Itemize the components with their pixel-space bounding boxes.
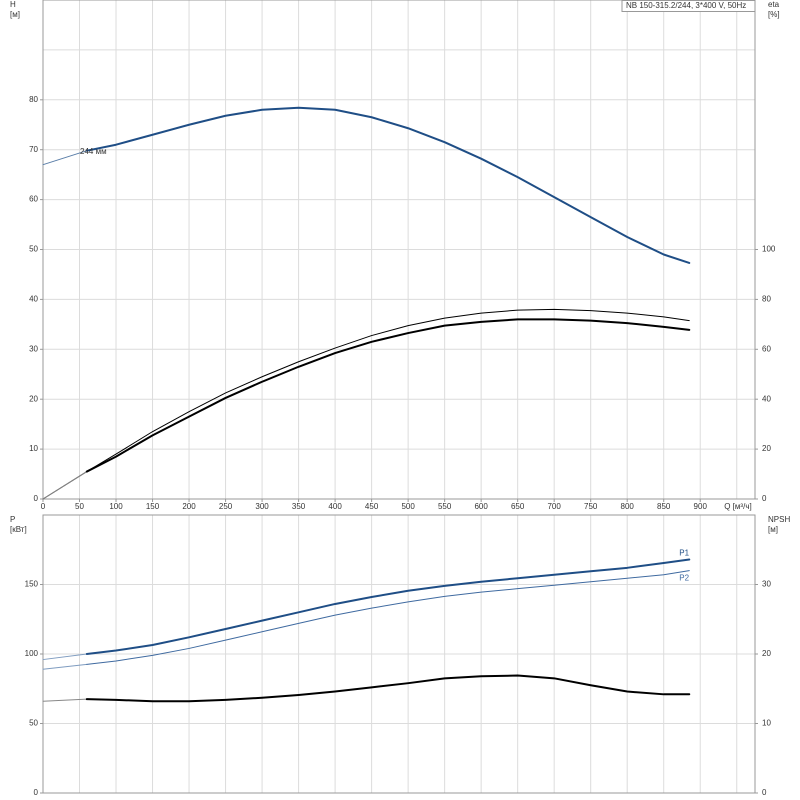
y2-axis-label: [%] [768, 10, 780, 19]
y2-tick-label: 100 [762, 245, 776, 254]
y2-axis-label: [м] [768, 525, 778, 534]
series-line [42, 653, 88, 661]
y2-axis-label: eta [768, 0, 780, 9]
x-tick-label: 600 [474, 502, 488, 511]
series-line [42, 308, 690, 500]
x-tick-label: 700 [547, 502, 561, 511]
series-line [85, 674, 691, 703]
y2-tick-label: 0 [762, 494, 767, 503]
y-tick-label: 80 [29, 95, 38, 104]
x-tick-label: 300 [255, 502, 269, 511]
y2-tick-label: 20 [762, 444, 771, 453]
series-line [85, 558, 691, 655]
x-tick-label: 150 [146, 502, 160, 511]
y2-tick-label: 60 [762, 344, 771, 353]
series-label: P2 [679, 574, 689, 583]
annotation: 244 мм [80, 147, 107, 156]
x-axis-label: Q [м³/ч] [724, 502, 751, 511]
y-axis-label: H [10, 0, 16, 9]
y2-tick-label: 20 [762, 649, 771, 658]
x-tick-label: 0 [41, 502, 46, 511]
x-tick-label: 350 [292, 502, 306, 511]
series-line [85, 318, 691, 473]
title-box [621, 0, 756, 12]
series-line [42, 150, 88, 166]
x-tick-label: 50 [75, 502, 84, 511]
series-line [86, 570, 690, 665]
y-tick-label: 70 [29, 145, 38, 154]
x-tick-label: 450 [365, 502, 379, 511]
x-tick-label: 750 [584, 502, 598, 511]
y2-tick-label: 30 [762, 580, 771, 589]
series-label: P1 [679, 549, 689, 558]
series-line [42, 698, 88, 702]
x-tick-label: 500 [401, 502, 415, 511]
y-tick-label: 30 [29, 344, 38, 353]
x-tick-label: 900 [694, 502, 708, 511]
y-tick-label: 0 [34, 788, 39, 797]
y-tick-label: 100 [25, 649, 39, 658]
y2-tick-label: 10 [762, 719, 771, 728]
y-axis-label: [м] [10, 10, 20, 19]
x-tick-label: 550 [438, 502, 452, 511]
y-tick-label: 50 [29, 245, 38, 254]
x-tick-label: 200 [182, 502, 196, 511]
series-line [42, 471, 88, 500]
y-tick-label: 60 [29, 195, 38, 204]
y-tick-label: 40 [29, 295, 38, 304]
x-tick-label: 650 [511, 502, 525, 511]
x-tick-label: 400 [328, 502, 342, 511]
y-tick-label: 10 [29, 444, 38, 453]
y-tick-label: 150 [25, 580, 39, 589]
chart-title: NB 150-315.2/244, 3*400 V, 50Hz [626, 1, 746, 10]
y-tick-label: 0 [34, 494, 39, 503]
x-tick-label: 100 [109, 502, 123, 511]
y2-tick-label: 0 [762, 788, 767, 797]
y-axis-label: P [10, 515, 15, 524]
y2-tick-label: 80 [762, 295, 771, 304]
y2-tick-label: 40 [762, 394, 771, 403]
series-line [42, 663, 88, 670]
y-axis-label: [кВт] [10, 525, 27, 534]
x-tick-label: 250 [219, 502, 233, 511]
x-tick-label: 800 [621, 502, 635, 511]
x-tick-label: 850 [657, 502, 671, 511]
series-line [85, 106, 691, 264]
y-tick-label: 20 [29, 394, 38, 403]
y2-axis-label: NPSH [768, 515, 790, 524]
y-tick-label: 50 [29, 719, 38, 728]
